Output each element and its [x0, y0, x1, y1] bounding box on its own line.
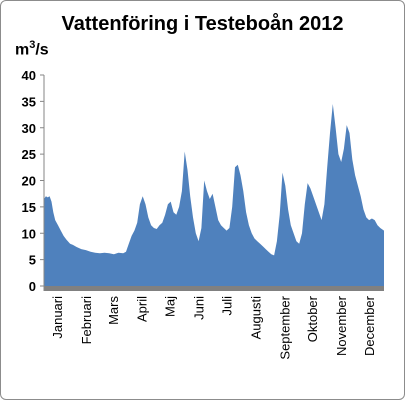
x-month-label: Juni	[192, 296, 207, 320]
y-tick-label: 20	[22, 174, 36, 189]
chart-title: Vattenföring i Testeboån 2012	[61, 13, 344, 35]
x-month-label: Maj	[163, 296, 178, 317]
x-month-label: September	[277, 295, 292, 359]
y-tick-label: 25	[22, 147, 36, 162]
x-month-label: Juli	[220, 296, 235, 316]
x-month-label: Oktober	[305, 295, 320, 342]
x-month-label: Februari	[79, 296, 94, 345]
unit-base: m	[15, 41, 30, 59]
x-month-label: Augusti	[248, 296, 263, 339]
unit-superscript: 3	[29, 39, 36, 51]
x-month-label: April	[135, 296, 150, 322]
y-tick-label: 15	[22, 200, 36, 215]
y-tick-label: 35	[22, 94, 36, 109]
x-month-label: November	[334, 295, 349, 356]
x-month-label: Mars	[106, 296, 121, 325]
x-month-label: December	[362, 295, 377, 356]
baseline-band	[44, 286, 384, 291]
x-month-label: Januari	[50, 296, 65, 339]
y-tick-label: 40	[22, 68, 36, 83]
y-tick-label: 5	[29, 253, 36, 268]
y-tick-label: 10	[22, 226, 36, 241]
y-tick-label: 0	[29, 279, 36, 294]
unit-tail: /s	[35, 41, 49, 59]
flow-area	[44, 104, 384, 286]
y-tick-label: 30	[22, 121, 36, 136]
y-axis-unit-label: m3/s	[15, 39, 49, 59]
